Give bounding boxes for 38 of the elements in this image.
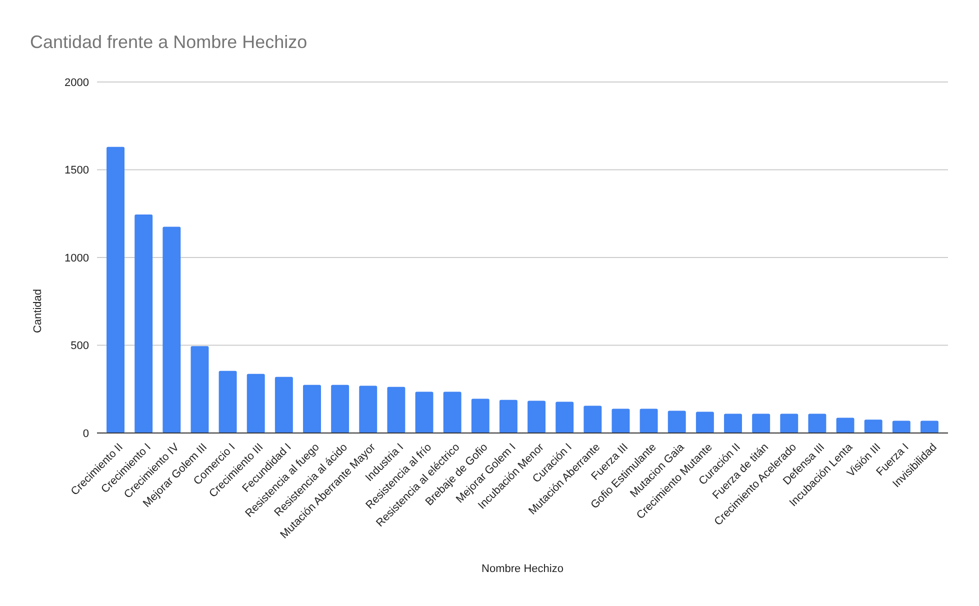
y-axis-title: Cantidad [32, 288, 44, 334]
chart-title: Cantidad frente a Nombre Hechizo [30, 32, 308, 52]
bar [556, 402, 574, 433]
bar [584, 406, 602, 433]
bar [499, 400, 518, 433]
bar [836, 418, 854, 433]
bar [303, 384, 321, 433]
bar [387, 386, 406, 433]
bar [106, 146, 125, 433]
bar [528, 400, 546, 433]
bar [864, 420, 882, 433]
y-tick-label: 2000 [64, 76, 89, 89]
bar [892, 420, 910, 433]
bar [696, 412, 714, 433]
bar [471, 398, 490, 433]
bar [190, 346, 209, 433]
y-tick-label: 1000 [64, 252, 89, 264]
bar [359, 386, 378, 433]
bar [274, 376, 293, 433]
bar [218, 370, 237, 433]
bar [920, 420, 938, 433]
bar [415, 392, 434, 433]
bar [162, 226, 181, 433]
bar [331, 384, 350, 433]
bar [724, 414, 742, 433]
x-axis-title: Nombre Hechizo [482, 563, 564, 575]
bar [640, 408, 658, 433]
bar [134, 214, 153, 433]
y-tick-label: 0 [82, 428, 89, 440]
bar [443, 392, 462, 433]
bar [780, 414, 798, 433]
y-tick-label: 500 [70, 340, 89, 352]
bar [668, 410, 686, 433]
bar [808, 414, 826, 433]
bar [752, 414, 770, 433]
bar [246, 374, 265, 433]
y-tick-label: 1500 [64, 164, 89, 177]
bar [612, 408, 630, 433]
